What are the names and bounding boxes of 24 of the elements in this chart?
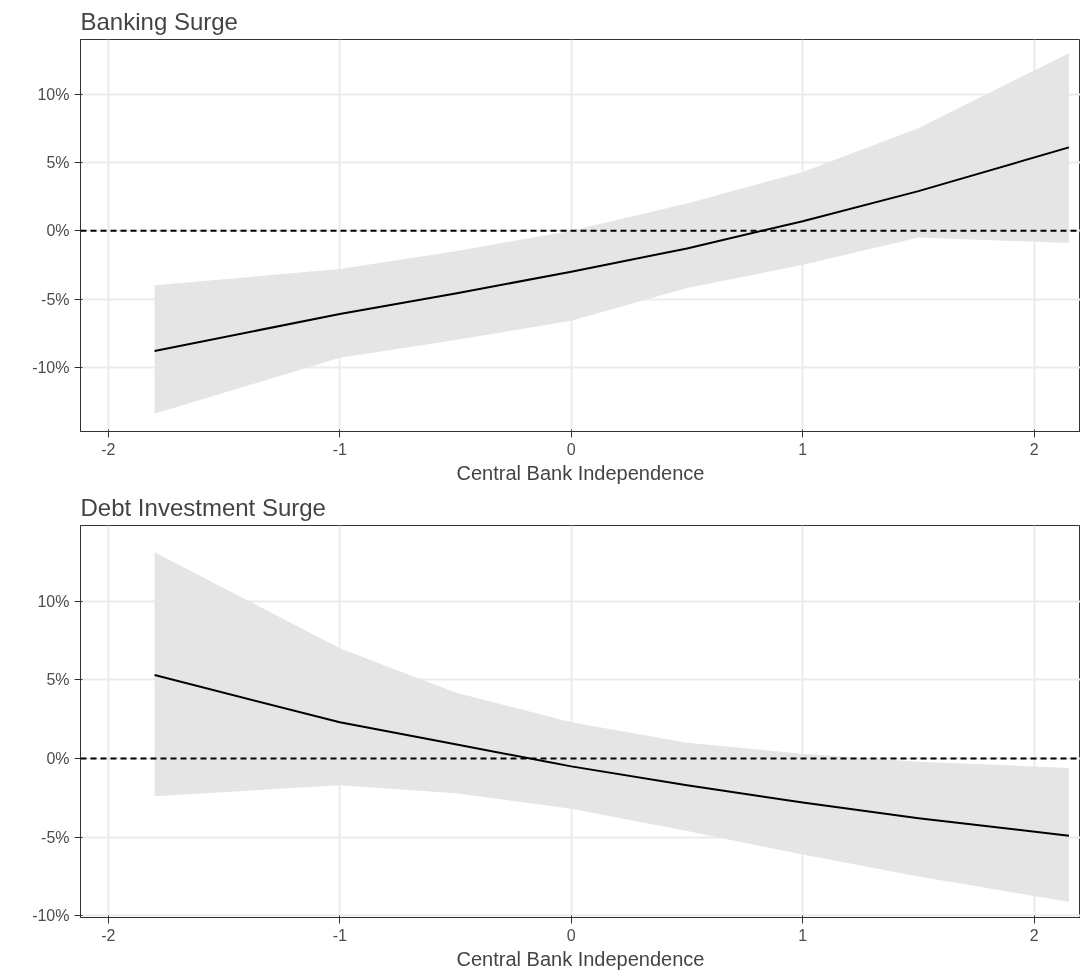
x-tick-label: 2 xyxy=(1029,440,1039,458)
x-tick-label: 1 xyxy=(798,926,808,944)
x-tick-label: 0 xyxy=(566,440,576,458)
x-tick-label: 1 xyxy=(798,440,808,458)
y-tick-label: 0% xyxy=(46,750,70,767)
x-tick-label: -2 xyxy=(101,440,116,458)
x-axis-title: Central Bank Independence xyxy=(456,947,705,970)
y-tick-label: -5% xyxy=(41,290,70,308)
x-axis-title: Central Bank Independence xyxy=(456,461,705,484)
y-tick-label: 5% xyxy=(46,671,70,689)
x-tick-label: -2 xyxy=(101,926,116,944)
x-tick-label: -1 xyxy=(332,440,347,458)
y-tick-label: -10% xyxy=(32,358,70,376)
y-tick-label: 10% xyxy=(37,592,70,610)
x-tick-label: 0 xyxy=(566,926,576,944)
chart-title: Debt Investment Surge xyxy=(80,493,326,521)
y-tick-label: 0% xyxy=(46,222,70,240)
y-tick-label: -10% xyxy=(32,907,70,925)
chart-title: Banking Surge xyxy=(80,7,238,35)
y-tick-label: 10% xyxy=(37,85,70,103)
y-tick-label: -5% xyxy=(41,828,70,846)
x-tick-label: 2 xyxy=(1029,926,1039,944)
x-tick-label: -1 xyxy=(332,926,347,944)
y-tick-label: 5% xyxy=(46,153,70,171)
